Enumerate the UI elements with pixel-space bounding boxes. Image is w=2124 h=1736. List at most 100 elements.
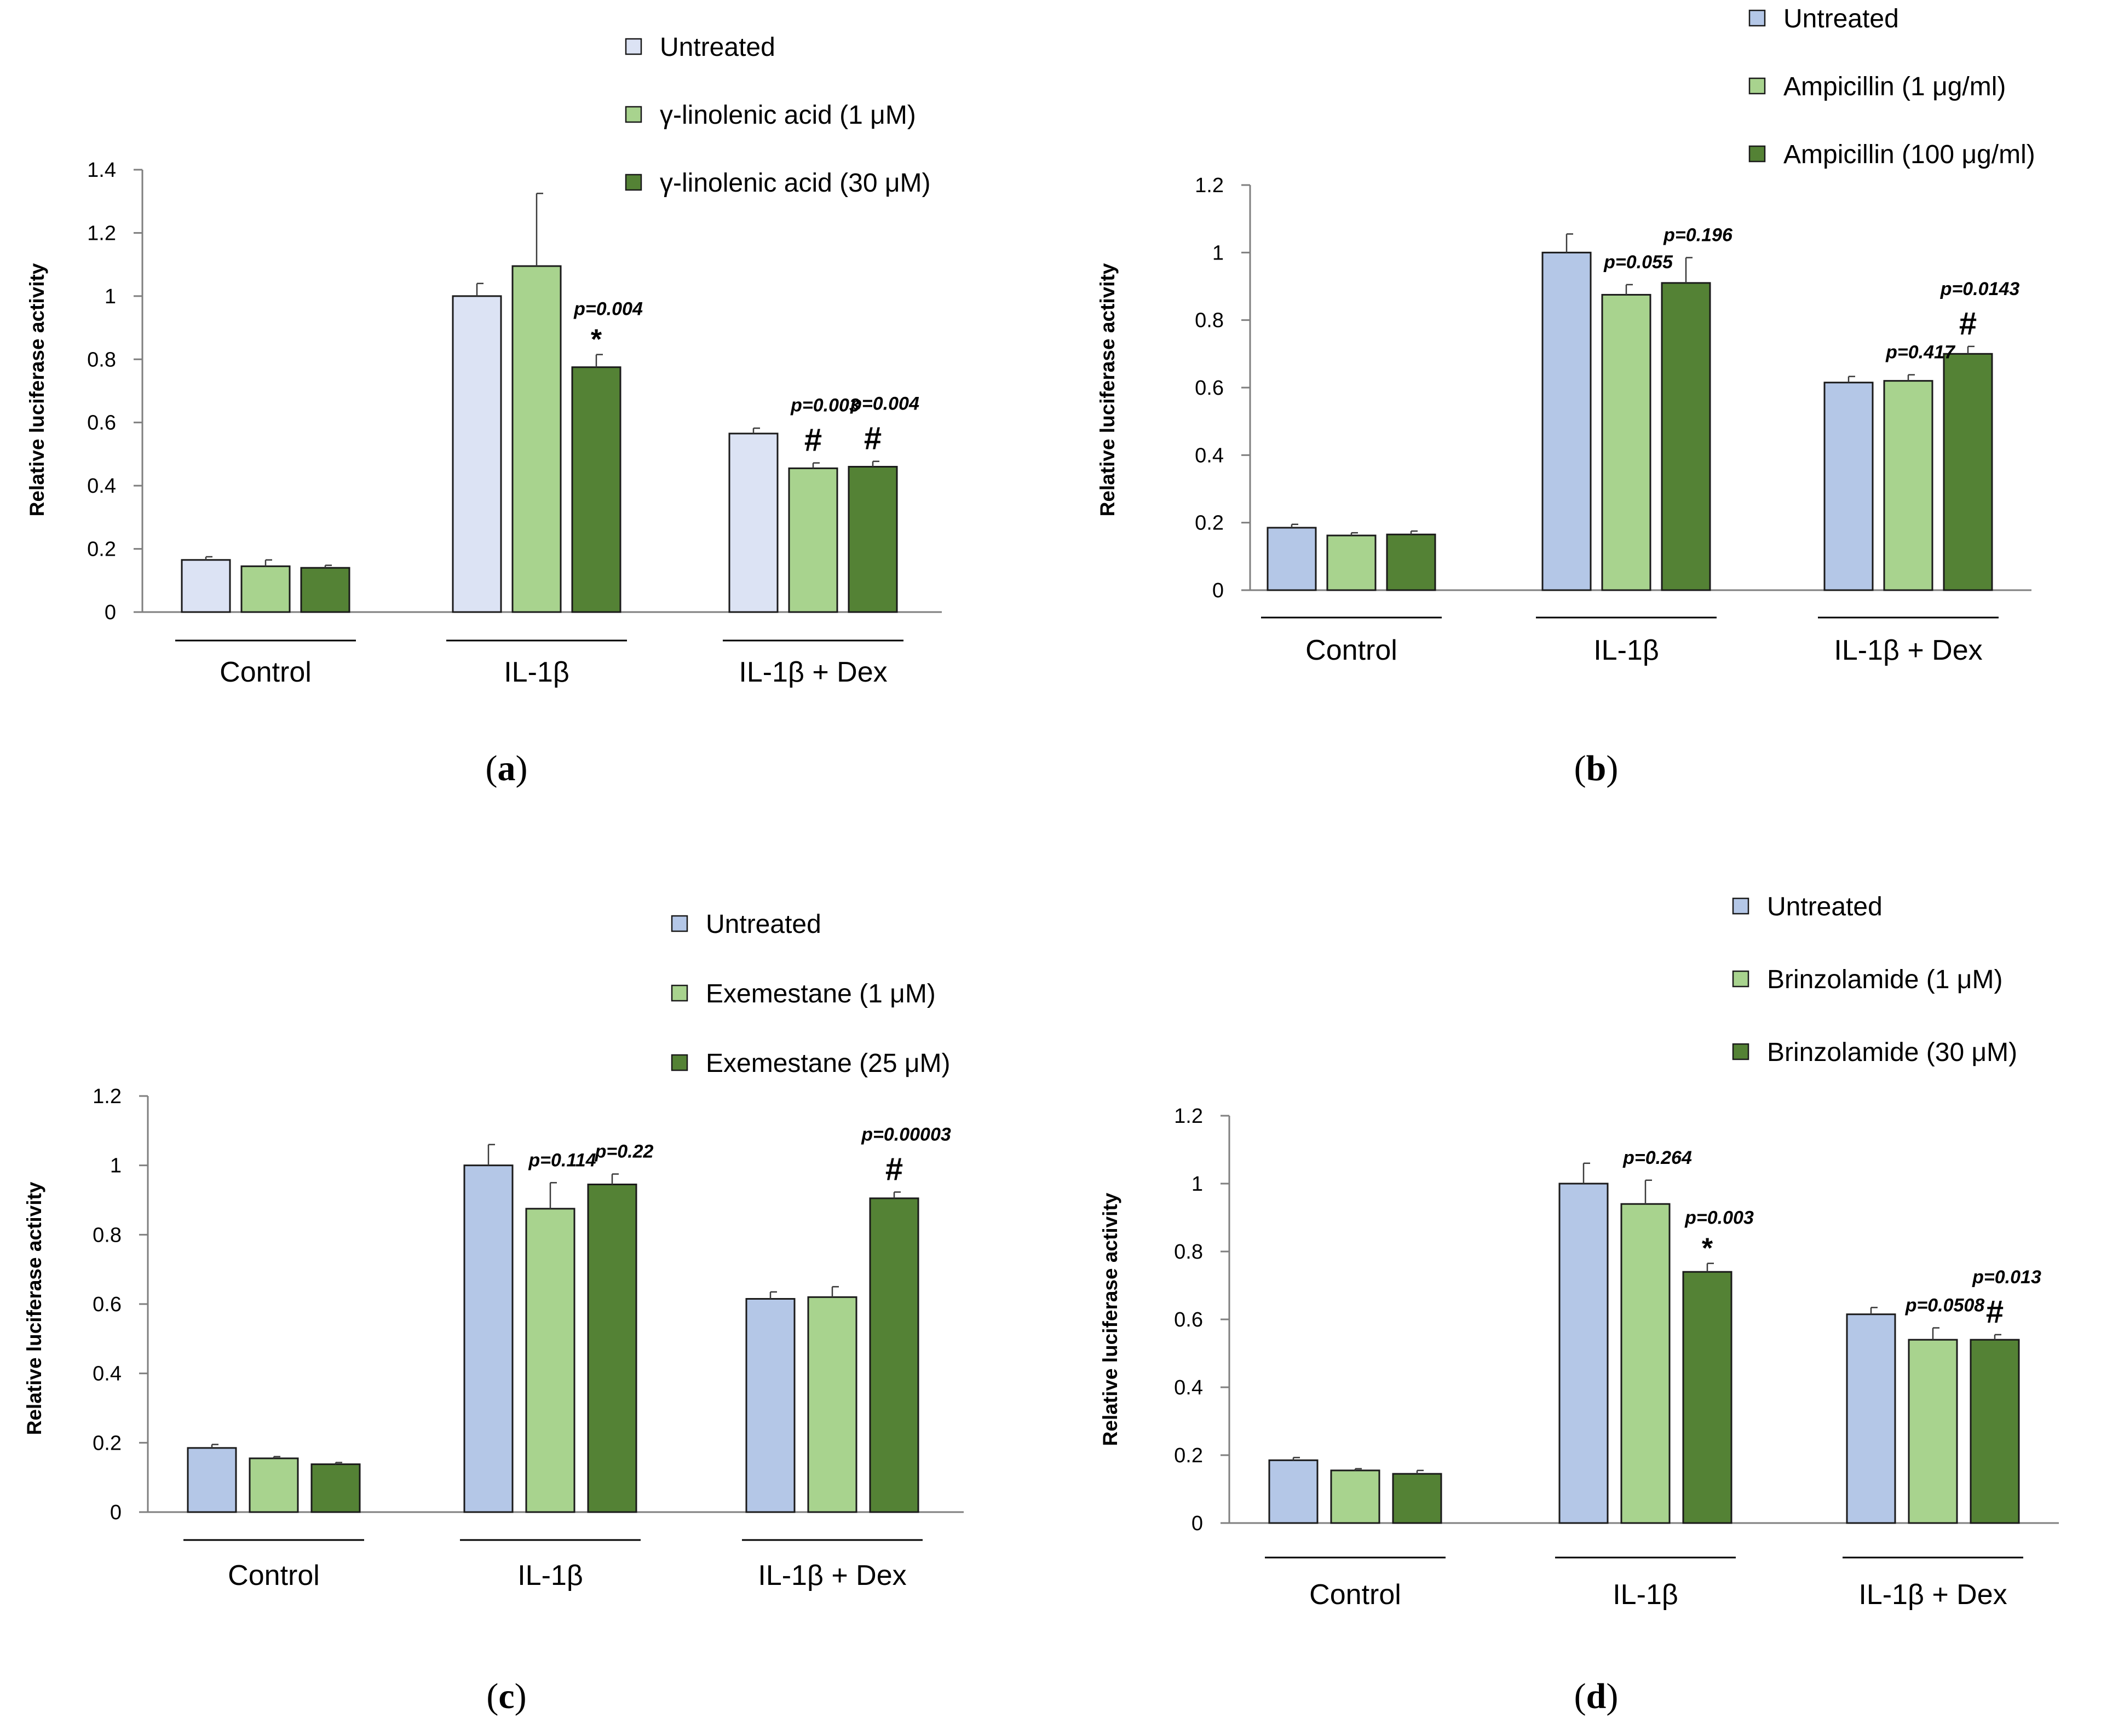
legend-swatch xyxy=(625,174,642,191)
legend-label: Exemestane (1 μM) xyxy=(706,979,936,1008)
legend-swatch xyxy=(671,984,688,1002)
legend-label: Ampicillin (100 μg/ml) xyxy=(1783,140,2035,169)
legend-label: Untreated xyxy=(1767,892,1883,921)
bar xyxy=(1846,1313,1896,1524)
y-tick-label: 0.8 xyxy=(87,348,116,371)
y-axis-title: Relative luciferase activity xyxy=(26,263,48,516)
y-tick-label: 0 xyxy=(1191,1512,1203,1535)
y-tick-label: 0 xyxy=(1212,579,1224,602)
significance-hash: # xyxy=(804,423,822,458)
category-label: IL-1β xyxy=(1613,1579,1678,1611)
significance-asterisk: * xyxy=(591,324,602,356)
legend-label: γ-linolenic acid (30 μM) xyxy=(660,169,930,198)
y-tick-label: 0.6 xyxy=(1174,1308,1203,1331)
bar xyxy=(1558,1183,1609,1524)
panel-letter-value: c xyxy=(498,1676,514,1716)
panel-letter-value: b xyxy=(1586,748,1607,788)
y-tick-label: 1.4 xyxy=(87,159,116,182)
category-label: IL-1β xyxy=(1593,635,1659,666)
p-value-label: p=0.0508 xyxy=(1905,1295,1985,1316)
p-value-label: p=0.013 xyxy=(1972,1267,2041,1288)
p-value-label: p=0.004 xyxy=(573,299,643,320)
bar xyxy=(745,1298,796,1513)
p-value-label: p=0.003 xyxy=(1684,1208,1754,1229)
legend-label: Exemestane (25 μM) xyxy=(706,1049,950,1078)
legend-swatch xyxy=(1732,970,1749,988)
y-tick-label: 0.8 xyxy=(1195,309,1224,332)
legend-label: Untreated xyxy=(706,910,821,939)
bar xyxy=(181,559,231,613)
significance-hash: # xyxy=(1959,306,1977,342)
legend-label: Brinzolamide (1 μM) xyxy=(1767,965,2002,994)
bar xyxy=(1268,1459,1319,1524)
legend-label: Brinzolamide (30 μM) xyxy=(1767,1038,2017,1067)
category-label: IL-1β + Dex xyxy=(1834,635,1982,666)
p-value-label: p=0.196 xyxy=(1663,225,1733,246)
y-tick-label: 1.2 xyxy=(93,1085,122,1108)
y-tick-label: 0.4 xyxy=(93,1363,122,1386)
bar xyxy=(249,1457,299,1513)
legend-swatch xyxy=(625,38,642,55)
category-label: IL-1β xyxy=(517,1560,583,1591)
category-label: Control xyxy=(1309,1579,1401,1611)
panel-letter: (c) xyxy=(486,1676,526,1716)
panel-letter-value: a xyxy=(498,748,516,788)
bar xyxy=(1908,1339,1958,1524)
y-tick-label: 1.2 xyxy=(1174,1105,1203,1128)
significance-asterisk: * xyxy=(1702,1233,1713,1265)
legend-label: Ampicillin (1 μg/ml) xyxy=(1783,72,2006,101)
bar xyxy=(1267,527,1317,591)
y-axis-title: Relative luciferase activity xyxy=(23,1181,45,1435)
bar xyxy=(807,1296,857,1513)
legend-swatch xyxy=(1748,145,1766,163)
significance-hash: # xyxy=(885,1151,903,1187)
bar xyxy=(1620,1203,1671,1524)
bar xyxy=(452,295,502,613)
bar xyxy=(525,1208,575,1513)
y-tick-label: 1 xyxy=(1191,1173,1203,1196)
significance-hash: # xyxy=(864,421,882,457)
category-label: Control xyxy=(1305,635,1397,666)
category-label: IL-1β + Dex xyxy=(1858,1579,2007,1611)
bar xyxy=(788,467,838,613)
y-tick-label: 0.6 xyxy=(1195,377,1224,400)
panel-letter: (a) xyxy=(486,748,528,788)
bar xyxy=(1970,1339,2020,1524)
bar xyxy=(848,466,898,613)
p-value-label: p=0.0143 xyxy=(1940,279,2020,299)
bar xyxy=(728,432,779,613)
legend-swatch xyxy=(671,1054,688,1071)
category-label: IL-1β xyxy=(504,656,569,688)
y-tick-label: 1 xyxy=(1212,241,1224,264)
legend-swatch xyxy=(625,106,642,123)
category-label: IL-1β + Dex xyxy=(758,1560,906,1591)
legend-swatch xyxy=(671,915,688,932)
category-label: Control xyxy=(228,1560,320,1591)
y-tick-label: 0.4 xyxy=(1174,1376,1203,1399)
bar xyxy=(1541,251,1592,591)
p-value-label: p=0.00003 xyxy=(861,1124,951,1145)
bar xyxy=(1392,1473,1442,1524)
category-label: Control xyxy=(220,656,312,688)
y-axis-title: Relative luciferase activity xyxy=(1099,1192,1121,1446)
bar xyxy=(1386,533,1436,591)
bar xyxy=(1883,380,1933,591)
y-tick-label: 1 xyxy=(105,285,116,308)
p-value-label: p=0.22 xyxy=(595,1141,654,1162)
y-tick-label: 1.2 xyxy=(87,222,116,245)
p-value-label: p=0.417 xyxy=(1885,342,1956,363)
bar xyxy=(869,1197,919,1513)
bar xyxy=(1330,1469,1380,1524)
y-tick-label: 0.6 xyxy=(87,412,116,435)
bar xyxy=(240,565,291,613)
y-tick-label: 0.4 xyxy=(87,475,116,498)
y-tick-label: 0.6 xyxy=(93,1293,122,1316)
bar xyxy=(187,1447,237,1513)
p-value-label: p=0.114 xyxy=(528,1150,596,1170)
y-tick-label: 0.2 xyxy=(87,538,116,561)
chart-panel-a: 0 0.2 0.4 0.6 0.8 1 1.2 1.4 Relative luciferase … xyxy=(26,33,942,788)
bar xyxy=(1943,353,1993,591)
panel-letter: (d) xyxy=(1574,1676,1619,1716)
p-value-label: p=0.055 xyxy=(1603,252,1673,273)
